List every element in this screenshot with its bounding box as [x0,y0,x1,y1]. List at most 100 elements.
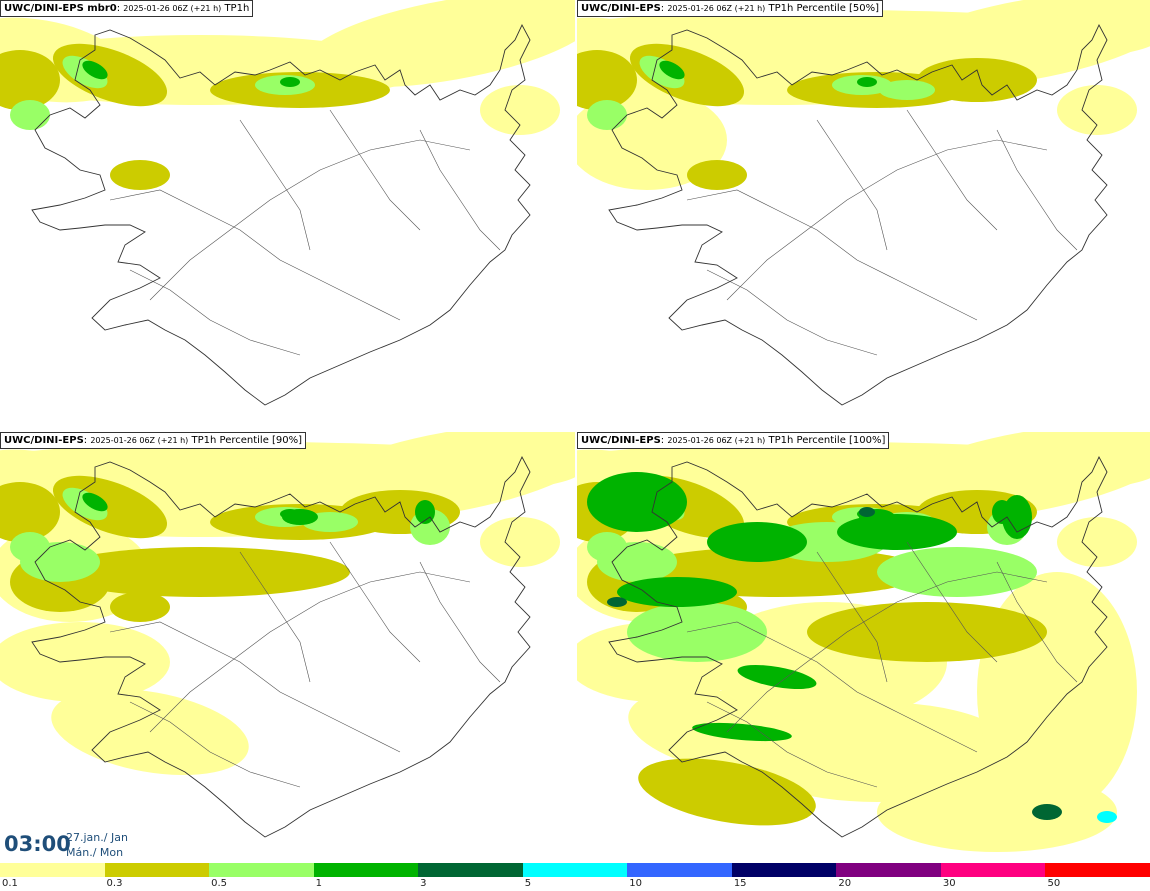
precip-area [627,602,767,662]
precip-map [0,432,575,838]
legend-label: 20 [838,878,852,889]
precip-area [480,432,575,477]
precip-area [415,500,435,524]
precip-area [62,487,108,521]
panel-divider [0,430,1150,432]
road-line [686,621,978,753]
precip-area [480,85,560,135]
precip-area [1057,85,1137,135]
precip-area [837,514,957,550]
legend-label: 30 [942,878,956,889]
precip-area [687,160,747,190]
precip-area [977,572,1137,812]
precip-area [1057,0,1150,45]
coastline [608,23,1108,406]
road-line [906,541,998,663]
precip-area [857,77,877,87]
road-line [816,119,888,251]
legend-swatch [209,863,314,877]
road-line [109,621,401,753]
road-line [129,701,301,788]
coastline [31,455,531,838]
road-line [706,701,878,788]
road-line [239,551,311,683]
road-line [149,571,471,733]
legend-swatch [313,863,419,877]
precip-area [707,522,807,562]
precip-area [607,597,627,607]
road-line [996,129,1078,251]
precip-area [737,664,817,690]
road-line [726,139,1048,301]
precip-area [617,577,737,607]
precip-area [82,492,108,512]
precip-area [587,100,627,130]
precip-area [597,542,677,582]
precip-area [638,758,816,826]
legend-label: 0.5 [211,878,227,889]
precip-area [879,80,935,100]
panel-title: UWC/DINI-EPS mbr0: 2025-01-26 06Z (+21 h… [0,0,254,17]
precip-area [282,509,318,525]
road-line [239,119,311,251]
precip-area [1097,811,1117,823]
legend-swatch [418,863,523,877]
map-panel-p100: UWC/DINI-EPS: 2025-01-26 06Z (+21 h) TP1… [577,432,1150,862]
precip-area [10,100,50,130]
precip-map [577,0,1150,406]
legend-label: 10 [629,878,642,889]
legend-label: 5 [524,878,532,889]
road-line [686,189,978,321]
precip-area [0,622,170,702]
precip-area [692,722,792,742]
precip-area [1057,432,1150,477]
legend-label: 3 [420,878,427,889]
road-line [149,139,471,301]
road-line [726,571,1048,733]
precip-area [50,547,350,597]
precip-map [577,432,1150,852]
road-line [706,269,878,356]
precip-area [82,60,108,80]
road-line [419,129,501,251]
legend-swatch [940,863,1046,877]
road-line [906,109,998,231]
valid-date: 27.jan./ Jan [66,831,128,844]
road-line [419,561,501,683]
precip-area [877,547,1037,597]
valid-time-box: 03:00 27.jan./ Jan Mán./ Mon [0,828,136,862]
map-panel-p50: UWC/DINI-EPS: 2025-01-26 06Z (+21 h) TP1… [577,0,1150,430]
valid-weekday: Mán./ Mon [66,846,124,859]
legend-swatch [731,863,837,877]
precip-area [0,482,60,542]
legend-swatch [0,863,105,877]
precip-area [639,55,685,89]
legend-swatch [104,863,210,877]
precip-area [480,0,575,45]
road-line [329,541,421,663]
legend-label: 0.1 [2,878,18,889]
panel-title: UWC/DINI-EPS: 2025-01-26 06Z (+21 h) TP1… [0,432,307,449]
panel-title: UWC/DINI-EPS: 2025-01-26 06Z (+21 h) TP1… [577,432,890,449]
precip-area [0,50,60,110]
legend-swatches [0,863,1150,877]
legend-label: 15 [733,878,747,889]
precip-area [280,77,300,87]
coastline [608,455,1108,838]
legend-swatch [627,863,732,877]
precip-area [110,160,170,190]
precip-area [110,592,170,622]
road-line [129,269,301,356]
precip-area [20,542,100,582]
valid-time: 03:00 [4,832,71,856]
road-line [329,109,421,231]
panel-title: UWC/DINI-EPS: 2025-01-26 06Z (+21 h) TP1… [577,0,884,17]
precip-area [1057,517,1137,567]
legend-label: 0.3 [106,878,123,889]
precip-area [577,50,637,110]
precip-area [807,602,1047,662]
road-line [109,189,401,321]
precip-area [62,55,108,89]
precip-area [480,517,560,567]
coastline [31,23,531,406]
